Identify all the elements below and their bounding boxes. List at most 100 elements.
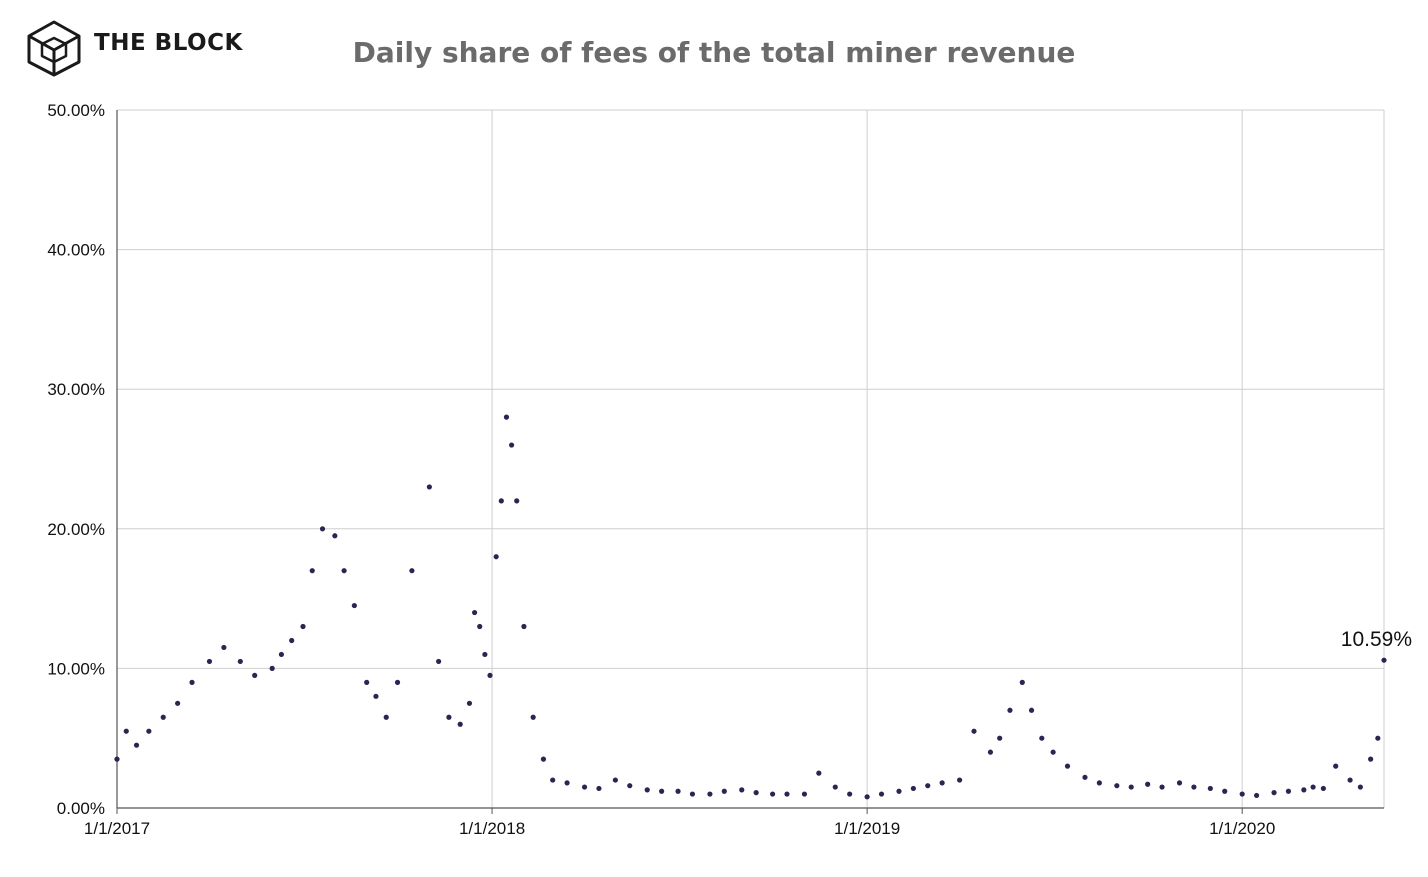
cube-logo-icon [27, 20, 81, 77]
data-points [114, 414, 1387, 800]
data-point [1191, 784, 1197, 790]
data-point [1114, 783, 1120, 789]
data-point [278, 651, 285, 658]
data-point [659, 788, 665, 794]
data-point [436, 658, 442, 665]
data-point [498, 498, 504, 504]
data-point [707, 791, 713, 797]
x-tick-label: 1/1/2017 [84, 819, 150, 838]
data-point [493, 554, 499, 560]
data-point [309, 568, 315, 574]
data-point [1347, 777, 1353, 783]
data-point [160, 714, 166, 720]
data-point [487, 672, 493, 678]
y-tick-label: 50.00% [47, 101, 105, 120]
data-point [987, 749, 994, 755]
data-point [1145, 781, 1151, 787]
data-point [1039, 735, 1045, 741]
data-point [847, 791, 853, 797]
data-point [896, 788, 902, 794]
data-point [175, 700, 181, 706]
data-point [1285, 788, 1292, 794]
data-point [1381, 657, 1387, 663]
data-point [289, 637, 295, 644]
data-point [540, 756, 547, 762]
data-point [581, 784, 588, 790]
brand-name: THE BLOCK [94, 30, 243, 56]
data-point [753, 790, 759, 796]
last-value-annotation: 10.59% [1341, 628, 1412, 651]
data-point [784, 791, 790, 797]
data-point [409, 568, 415, 574]
data-point [457, 721, 463, 727]
data-point [221, 644, 227, 651]
data-point [910, 785, 916, 792]
data-point [146, 728, 152, 734]
data-point [373, 693, 379, 699]
grid-lines [116, 109, 1385, 809]
data-point [471, 609, 478, 616]
data-point [1368, 756, 1374, 762]
data-point [300, 623, 306, 630]
data-point [521, 623, 527, 630]
data-point [939, 780, 945, 786]
data-point [997, 735, 1003, 741]
data-point [319, 526, 326, 532]
data-point [114, 756, 120, 762]
data-point [1253, 792, 1260, 799]
data-point [503, 414, 510, 420]
data-point [1375, 735, 1381, 741]
data-point [466, 700, 473, 706]
data-point [957, 777, 963, 783]
data-point [596, 785, 602, 792]
data-point [1028, 707, 1035, 713]
data-point [971, 728, 977, 734]
data-point [1176, 780, 1183, 786]
data-point [426, 484, 432, 490]
data-point [530, 714, 536, 720]
data-point [189, 679, 195, 685]
data-point [1082, 774, 1088, 780]
axes [116, 110, 1384, 814]
data-point [816, 770, 822, 776]
data-point [508, 442, 515, 448]
data-point [1207, 785, 1213, 792]
data-point [739, 787, 745, 793]
y-tick-label: 40.00% [47, 241, 105, 260]
data-point [133, 742, 140, 748]
data-point [1271, 790, 1277, 796]
data-point [1159, 784, 1165, 790]
data-point [925, 783, 931, 789]
data-point [123, 728, 129, 734]
y-tick-label: 0.00% [57, 799, 105, 818]
data-point [269, 665, 275, 672]
data-point [644, 787, 650, 793]
data-point [206, 658, 213, 665]
data-point [1064, 763, 1071, 769]
data-point [1239, 791, 1245, 797]
data-point [801, 791, 808, 797]
data-point [689, 791, 696, 797]
data-point [341, 568, 347, 574]
data-point [1050, 749, 1056, 755]
x-tick-label: 1/1/2018 [459, 819, 525, 838]
data-point [612, 777, 618, 783]
data-point [237, 658, 243, 665]
data-point [1019, 679, 1025, 685]
data-point [564, 780, 570, 786]
data-point [383, 714, 389, 720]
data-point [332, 533, 338, 539]
x-tick-label: 1/1/2019 [834, 819, 900, 838]
data-point [1096, 780, 1102, 786]
data-point [675, 788, 681, 794]
x-tick-label: 1/1/2020 [1209, 819, 1275, 838]
y-tick-label: 10.00% [47, 659, 105, 678]
data-point [364, 679, 370, 685]
data-point [252, 672, 258, 678]
data-point [1222, 788, 1228, 794]
data-point [446, 714, 452, 720]
data-point [1357, 784, 1363, 790]
chart-title: Daily share of fees of the total miner r… [352, 36, 1076, 69]
data-point [1333, 763, 1339, 769]
